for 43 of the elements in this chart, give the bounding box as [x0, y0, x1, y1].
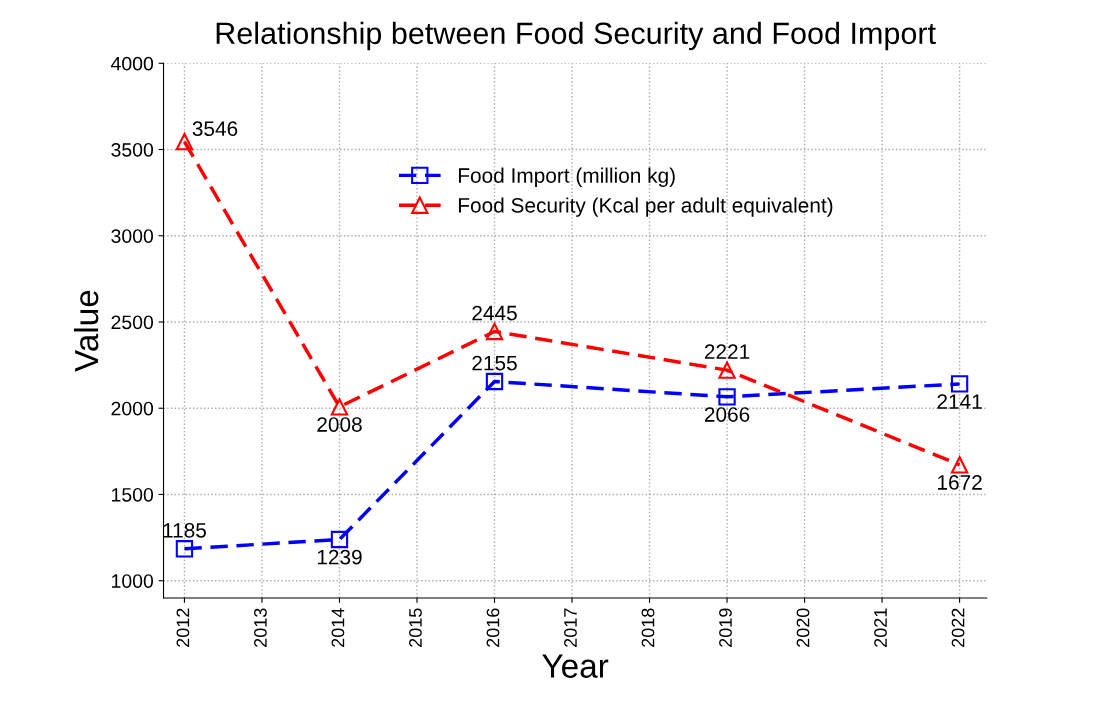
data-label: 3546: [192, 121, 238, 137]
point: [718, 361, 736, 379]
point: [485, 372, 504, 391]
x-tick-label: 2021: [874, 608, 887, 647]
x-tick-label: 2020: [796, 608, 810, 647]
x-tick-label: 2012: [176, 608, 190, 647]
data-label: 2155: [472, 355, 517, 371]
data-label: 1672: [938, 475, 982, 490]
point: [175, 540, 194, 558]
x-tick-label: 2013: [254, 608, 267, 647]
y-tick-label: 1000: [112, 574, 154, 588]
x-tick-label: 2016: [486, 608, 500, 647]
point: [950, 375, 969, 393]
legend-label: Food Security (Kcal per adult equivalent): [458, 197, 833, 217]
y-axis-title: Value: [73, 290, 99, 372]
x-tick-label: 2015: [409, 608, 422, 647]
y-tick-label: 2000: [111, 401, 154, 416]
y-tick-label: 2500: [111, 315, 154, 330]
x-tick-label: 2018: [641, 608, 655, 647]
chart-title: Relationship between Food Security and Food Import: [216, 21, 936, 51]
data-label: 2221: [704, 344, 750, 359]
point: [330, 398, 349, 416]
point: [950, 456, 969, 474]
data-label: 1185: [163, 522, 206, 538]
x-tick-label: 2017: [564, 608, 577, 647]
data-label: 1239: [317, 549, 362, 565]
legend-label: Food Import (million kg): [458, 167, 675, 187]
point: [485, 322, 504, 341]
data-label: 2008: [317, 417, 362, 432]
x-tick-label: 2022: [951, 608, 965, 647]
x-axis-title: Year: [542, 654, 609, 678]
point: [718, 388, 736, 406]
point: [175, 132, 194, 151]
x-tick-label: 2019: [719, 608, 732, 647]
data-label: 2066: [704, 407, 750, 422]
x-tick-label: 2014: [331, 608, 345, 647]
point: [330, 530, 349, 549]
data-label: 2141: [937, 394, 982, 409]
y-tick-label: 3500: [111, 142, 154, 157]
y-tick-label: 1500: [112, 487, 154, 502]
y-tick-label: 3000: [111, 229, 154, 243]
data-label: 2445: [472, 305, 517, 321]
y-tick-label: 4000: [110, 56, 154, 71]
